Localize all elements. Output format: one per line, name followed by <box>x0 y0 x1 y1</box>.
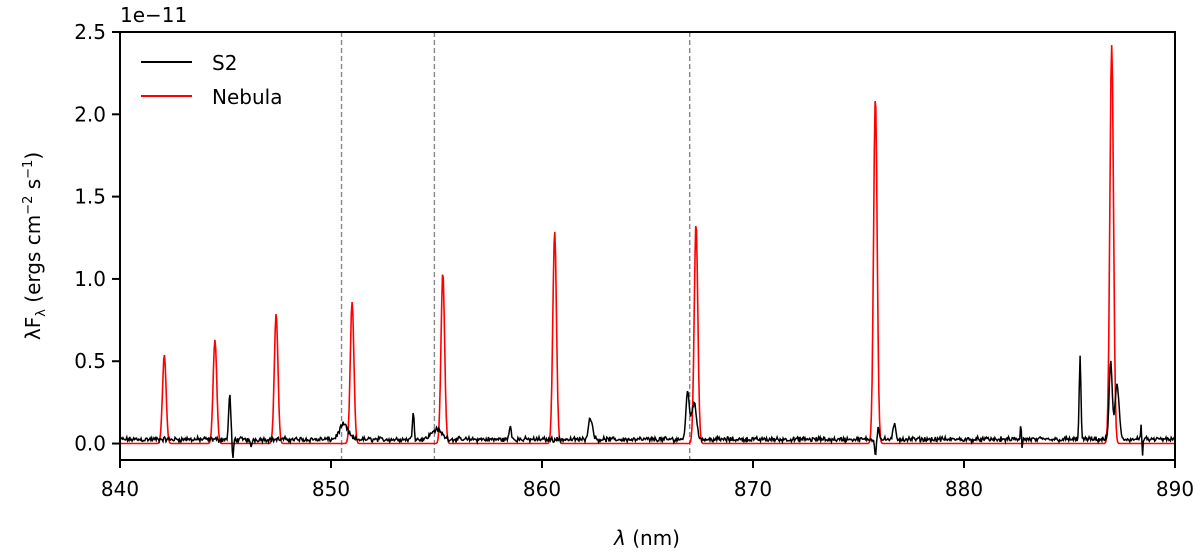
plot-frame <box>119 31 1176 461</box>
x-tick-label: 880 <box>945 477 983 501</box>
s2-line <box>120 355 1175 458</box>
legend-label-nebula: Nebula <box>212 85 282 109</box>
y-ticks: 0.0 0.5 1.0 1.5 2.0 2.5 <box>74 20 120 456</box>
y-tick-label: 2.5 <box>74 20 106 44</box>
nebula-line <box>120 45 1175 445</box>
y-tick-label: 0.0 <box>74 432 106 456</box>
x-tick-label: 850 <box>312 477 350 501</box>
y-tick-label: 0.5 <box>74 349 106 373</box>
y-axis-label: λFλ (ergs cm−2 s−1) <box>21 152 49 340</box>
series-lines <box>120 45 1175 458</box>
x-tick-label: 870 <box>734 477 772 501</box>
y-tick-label: 1.5 <box>74 185 106 209</box>
y-tick-label: 1.0 <box>74 267 106 291</box>
x-axis-label: λ (nm) <box>613 526 680 550</box>
x-tick-label: 840 <box>101 477 139 501</box>
x-ticks: 840 850 860 870 880 890 <box>101 460 1194 501</box>
x-tick-label: 860 <box>523 477 561 501</box>
reference-lines <box>340 32 691 460</box>
legend-label-s2: S2 <box>212 51 237 75</box>
x-tick-label: 890 <box>1156 477 1194 501</box>
offset-label: 1e−11 <box>120 3 187 27</box>
legend: S2 Nebula <box>141 51 282 109</box>
y-tick-label: 2.0 <box>74 102 106 126</box>
